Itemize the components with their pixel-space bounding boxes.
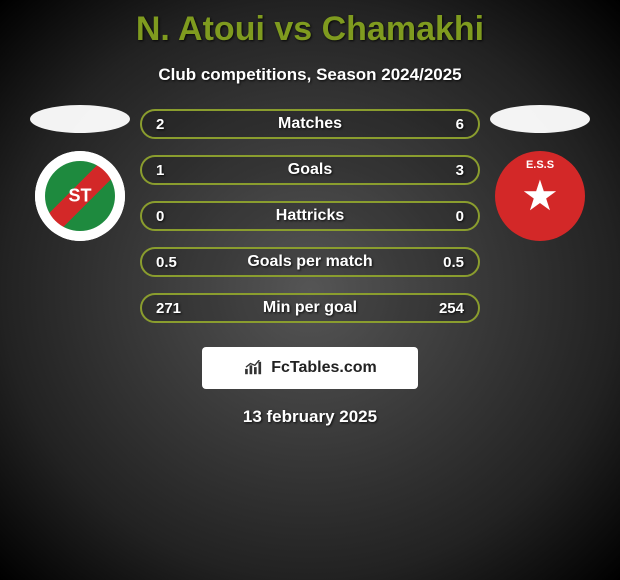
stat-right-value: 6: [456, 116, 464, 133]
stat-left-value: 271: [156, 300, 181, 317]
branding-text: FcTables.com: [271, 359, 377, 377]
stat-label: Min per goal: [263, 299, 357, 317]
star-icon: ★: [521, 175, 559, 217]
stat-label: Goals per match: [247, 253, 372, 271]
right-team-column: E.S.S ★: [480, 105, 600, 241]
stat-left-value: 0: [156, 208, 164, 225]
stat-row-goals-per-match: 0.5 Goals per match 0.5: [140, 247, 480, 277]
stat-row-goals: 1 Goals 3: [140, 155, 480, 185]
stat-left-value: 2: [156, 116, 164, 133]
stat-row-matches: 2 Matches 6: [140, 109, 480, 139]
comparison-content: ST 2 Matches 6 1 Goals 3 0 Hattricks 0 0…: [0, 105, 620, 323]
left-team-column: ST: [20, 105, 140, 241]
stat-right-value: 3: [456, 162, 464, 179]
stat-label: Matches: [278, 115, 342, 133]
left-team-logo: ST: [35, 151, 125, 241]
chart-icon: [243, 360, 265, 376]
comparison-subtitle: Club competitions, Season 2024/2025: [0, 65, 620, 85]
stat-row-min-per-goal: 271 Min per goal 254: [140, 293, 480, 323]
stat-right-value: 0.5: [443, 254, 464, 271]
stats-bars: 2 Matches 6 1 Goals 3 0 Hattricks 0 0.5 …: [140, 109, 480, 323]
footer-date: 13 february 2025: [0, 407, 620, 427]
right-ellipse-decoration: [490, 105, 590, 133]
stat-right-value: 0: [456, 208, 464, 225]
stat-left-value: 1: [156, 162, 164, 179]
right-team-logo: E.S.S ★: [495, 151, 585, 241]
left-logo-abbr: ST: [68, 186, 91, 207]
left-ellipse-decoration: [30, 105, 130, 133]
stat-left-value: 0.5: [156, 254, 177, 271]
stade-tunisien-logo-icon: ST: [35, 151, 125, 241]
right-logo-abbr: E.S.S: [526, 159, 554, 171]
stat-right-value: 254: [439, 300, 464, 317]
stat-row-hattricks: 0 Hattricks 0: [140, 201, 480, 231]
branding-badge: FcTables.com: [202, 347, 418, 389]
stat-label: Goals: [288, 161, 332, 179]
comparison-title: N. Atoui vs Chamakhi: [0, 0, 620, 49]
stat-label: Hattricks: [276, 207, 344, 225]
